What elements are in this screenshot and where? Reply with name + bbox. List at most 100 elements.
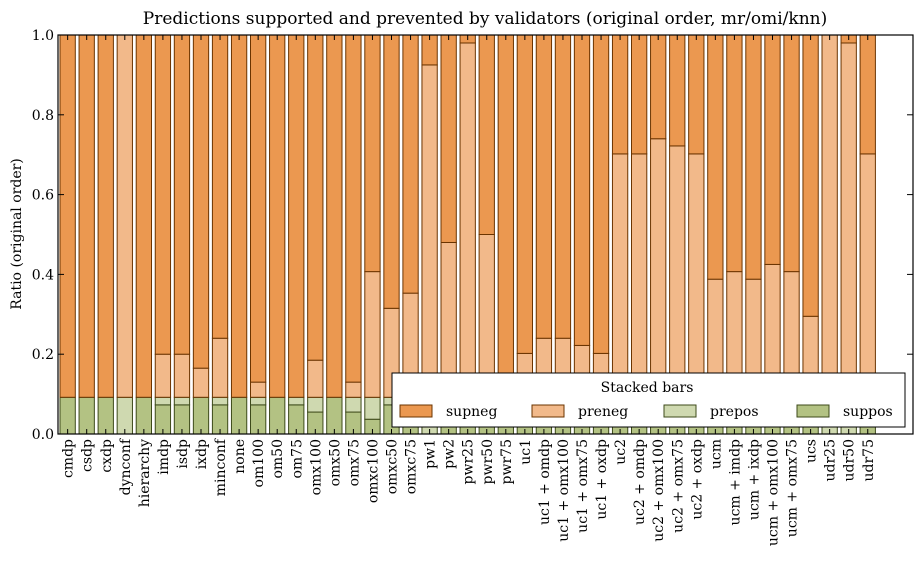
plot-frame (57, 34, 914, 435)
legend-title: Stacked bars (601, 380, 694, 396)
bar-segment-supneg (211, 34, 229, 339)
x-tick-label: om100 (251, 439, 267, 487)
bar-segment-supneg (307, 34, 324, 361)
bar-segment-supneg (345, 34, 362, 383)
bar-segment-preneg (421, 64, 438, 398)
bar-segment-supneg (707, 34, 724, 280)
bar-segment-suppos (59, 396, 76, 435)
y-tick-label: 0.4 (32, 267, 54, 283)
bar-segment-supneg (326, 34, 343, 398)
bar-segment-supneg (535, 34, 553, 339)
x-tick-label: omxc50 (385, 439, 401, 494)
bar-segment-supneg (440, 34, 457, 243)
bar-segment-supneg (516, 34, 534, 354)
bar-segment-supneg (288, 34, 305, 398)
bar-segment-supneg (783, 34, 800, 273)
bar-segment-preneg (173, 353, 191, 398)
bar-segment-suppos (269, 396, 286, 435)
x-tick-label: uc2 + omdp (632, 439, 648, 525)
bar-segment-supneg (364, 34, 381, 273)
legend: Stacked bars supneg preneg prepos suppos (391, 372, 906, 428)
bar-segment-preneg (192, 367, 210, 398)
x-tick-label: omx100 (308, 439, 324, 495)
chart-title: Predictions supported and prevented by v… (143, 9, 827, 29)
x-tick-label: cxdp (99, 439, 115, 473)
legend-label-suppos: suppos (843, 404, 893, 420)
x-tick-label: uc1 + omdp (537, 439, 553, 525)
bar-segment-prepos (288, 396, 305, 406)
y-tick-label: 0.6 (32, 188, 54, 204)
x-tick-label: uc2 (613, 439, 629, 465)
bar-segment-preneg (840, 42, 857, 398)
bar-segment-preneg (250, 381, 267, 398)
bar-segment-prepos (173, 396, 191, 406)
bar-segment-supneg (478, 34, 495, 235)
y-tick-label: 1.0 (32, 28, 54, 44)
x-axis: cmdp csdp cxdp dynconf hierarchy imdp isdp ixdp… (61, 35, 877, 546)
x-tick-label: pwr75 (499, 439, 515, 484)
bar-segment-supneg (859, 34, 876, 155)
bar-segment-supneg (402, 34, 419, 294)
bar-segment-supneg (631, 34, 648, 155)
bar-segment-supneg (764, 34, 781, 265)
x-tick-label: uc2 + omx100 (651, 439, 667, 542)
bar-segment-prepos (364, 396, 381, 420)
bar-segment-supneg (554, 34, 572, 339)
legend-swatch-prepos (663, 404, 697, 418)
bar-segment-preneg (154, 353, 172, 398)
bar-segment-preneg (821, 34, 838, 398)
x-tick-label: csdp (80, 439, 96, 472)
x-tick-label: pw1 (423, 439, 439, 469)
bar-segment-preneg (307, 359, 324, 398)
bar-segment-preneg (669, 145, 686, 398)
bar-segment-supneg (78, 34, 95, 398)
x-tick-label: omx50 (327, 439, 343, 486)
y-axis-label: Ratio (original order) (9, 158, 25, 310)
x-tick-label: isdp (175, 439, 191, 469)
bar-segment-supneg (669, 34, 686, 147)
x-tick-label: ucs (804, 439, 820, 463)
bar-segment-suppos (230, 396, 248, 435)
x-tick-label: none (232, 439, 248, 474)
legend-swatch-supneg (399, 404, 433, 418)
bar-segment-prepos (116, 396, 133, 435)
legend-swatch-preneg (531, 404, 565, 418)
bar-segment-preneg (611, 153, 629, 398)
bar-segment-supneg (269, 34, 286, 398)
bar-segment-supneg (383, 34, 400, 309)
x-tick-label: dynconf (118, 437, 134, 495)
x-tick-label: ucm + imdp (727, 439, 743, 525)
bar-segment-supneg (573, 34, 591, 346)
bar-segment-preneg (688, 153, 705, 398)
x-tick-label: uc1 (518, 439, 534, 465)
y-axis: 0.0 0.2 0.4 0.6 0.8 1.0 (32, 28, 913, 443)
bar-segment-suppos (135, 396, 152, 435)
bar-segment-supneg (726, 34, 743, 273)
legend-swatch-suppos (796, 404, 830, 418)
bar-segment-supneg (611, 34, 629, 155)
x-tick-label: omx75 (346, 439, 362, 486)
x-tick-label: om50 (270, 439, 286, 479)
bars-group (59, 34, 876, 435)
x-tick-label: pwr50 (480, 439, 496, 484)
x-tick-label: uc1 + omx75 (575, 439, 591, 533)
bar-segment-supneg (650, 34, 667, 140)
bar-segment-suppos (97, 396, 114, 435)
bar-segment-supneg (688, 34, 705, 155)
x-tick-label: pw2 (442, 439, 458, 469)
y-tick-label: 0.8 (32, 108, 54, 124)
x-tick-label: udr50 (842, 439, 858, 482)
bar-segment-supneg (230, 34, 248, 398)
legend-box (391, 372, 906, 428)
bar-segment-preneg (345, 381, 362, 398)
x-tick-label: cmdp (61, 439, 77, 478)
x-tick-label: imdp (156, 439, 172, 475)
bar-segment-preneg (859, 153, 876, 398)
bar-segment-supneg (592, 34, 610, 354)
bar-segment-supneg (97, 34, 114, 398)
bar-segment-supneg (250, 34, 267, 383)
x-tick-label: ucm (708, 439, 724, 469)
bar-segment-preneg (116, 34, 133, 398)
bar-segment-supneg (745, 34, 762, 280)
